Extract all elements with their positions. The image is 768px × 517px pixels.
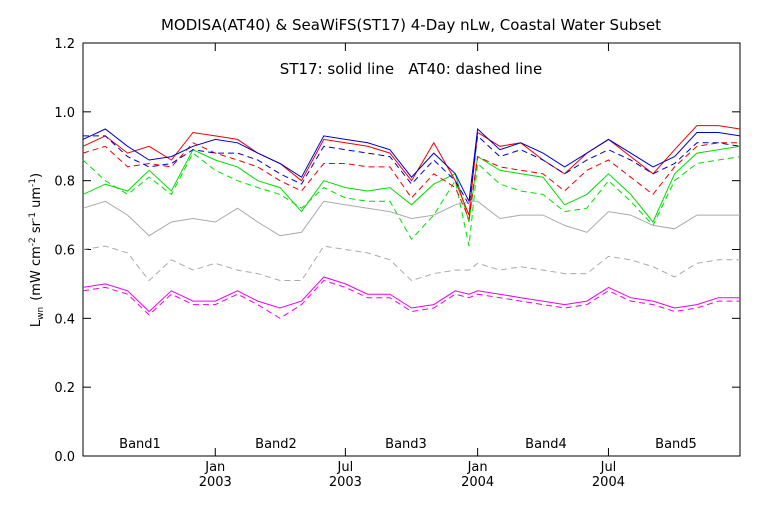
legend-item-band1: Band1 — [119, 437, 161, 452]
x-tick-year-label: 2004 — [461, 475, 494, 490]
series-line-band1-dashed — [82, 152, 741, 247]
y-label-unit-open: (mW cm — [29, 246, 44, 301]
svg-text:Lwn(mW cm-2 sr-1 um-1): Lwn(mW cm-2 sr-1 um-1) — [28, 173, 46, 327]
series-layer — [82, 125, 741, 319]
series-line-band3-dashed — [83, 134, 741, 207]
y-tick-label: 0.4 — [54, 312, 75, 327]
plot-frame — [82, 42, 741, 457]
x-tick-year-label: 2004 — [592, 475, 625, 490]
y-tick-label: 0.6 — [54, 244, 75, 259]
x-tick-year-label: 2003 — [199, 475, 232, 490]
y-tick-label: 0.8 — [54, 175, 75, 190]
y-axis-label: Lwn(mW cm-2 sr-1 um-1) — [28, 173, 46, 327]
y-tick-label: 1.2 — [54, 37, 75, 52]
y-label-mid1: sr — [29, 220, 44, 237]
x-tick-month-label: Jul — [600, 460, 617, 475]
series-line-band3-solid — [82, 127, 741, 204]
legend-item-band4: Band4 — [525, 437, 567, 452]
series-line-band1-solid — [82, 145, 741, 223]
y-label-unit-close: ) — [29, 173, 44, 178]
series-line-band5-solid — [82, 276, 740, 313]
y-label-exp2: -1 — [28, 212, 38, 221]
y-label-exp1: -2 — [28, 237, 38, 246]
y-axis: 0.0 0.2 0.4 0.6 0.8 1.0 1.2 — [54, 37, 740, 465]
x-tick-month-label: Jan — [204, 460, 225, 475]
y-tick-label: 0.2 — [54, 381, 75, 396]
series-line-band4-solid — [82, 200, 740, 237]
y-tick-label: 0.0 — [54, 450, 75, 465]
series-line-band4-dashed — [82, 245, 740, 282]
series-line-band5-dashed — [82, 279, 740, 319]
legend-item-band5: Band5 — [655, 437, 697, 452]
legend-item-band3: Band3 — [385, 437, 427, 452]
series-line-band2-dashed — [82, 142, 740, 221]
y-label-exp3: -1 — [28, 178, 38, 187]
x-tick-month-label: Jul — [337, 460, 354, 475]
y-label-sub: wn — [36, 307, 46, 320]
y-tick-label: 1.0 — [54, 106, 75, 121]
chart-title: MODISA(AT40) & SeaWiFS(ST17) 4-Day nLw, … — [161, 16, 661, 34]
x-tick-year-label: 2003 — [329, 475, 362, 490]
legend-item-band2: Band2 — [255, 437, 297, 452]
series-line-band2-solid — [82, 125, 741, 216]
y-label-mid2: um — [29, 187, 44, 212]
y-label-base: L — [29, 319, 44, 327]
legend: Band1 Band2 Band3 Band4 Band5 — [119, 437, 697, 452]
x-tick-month-label: Jan — [467, 460, 488, 475]
line-style-note: ST17: solid line AT40: dashed line — [280, 60, 542, 78]
